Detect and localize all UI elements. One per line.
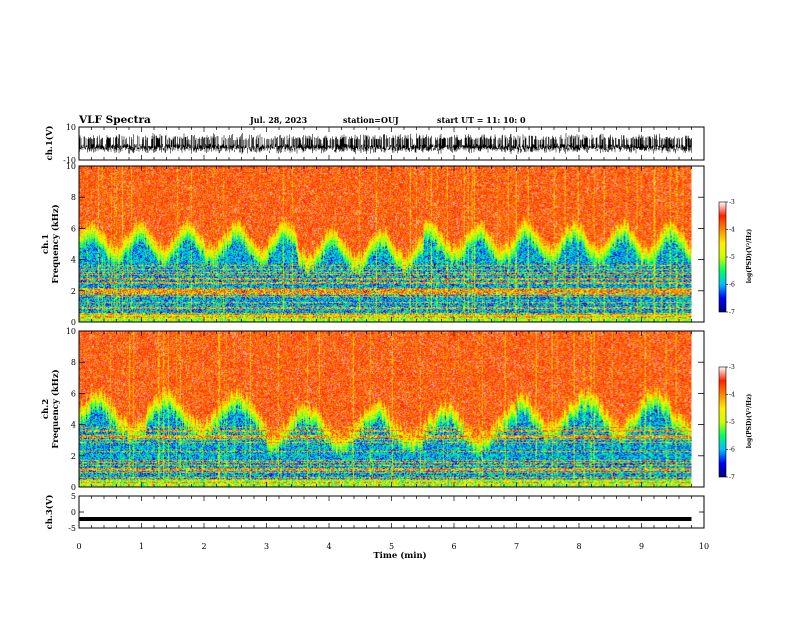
y-tick-label: 2 bbox=[71, 452, 76, 461]
y-tick-label: 0 bbox=[71, 318, 76, 327]
colorbar-tick-label: -3 bbox=[729, 364, 735, 371]
ch2-spec-ylabel-1: ch.2 bbox=[41, 399, 51, 419]
ch1-spec-ylabel-1: ch.1 bbox=[41, 234, 51, 254]
colorbar-tick-label: -4 bbox=[729, 392, 735, 399]
ch1-colorbar-title: log(PSD)(V²/Hz) bbox=[746, 229, 753, 284]
colorbar-scale bbox=[718, 201, 727, 313]
x-tick-label: 5 bbox=[389, 542, 394, 551]
ch1-waveform-panel: 10 -10 bbox=[63, 123, 705, 165]
ch1-spec-ylabel-2: Frequency (kHz) bbox=[50, 204, 61, 283]
y-tick-label: 10 bbox=[66, 327, 76, 336]
y-tick-label: 4 bbox=[71, 256, 76, 265]
colorbar-tick-label: -3 bbox=[729, 199, 735, 206]
ch3-waveform-panel: 5 0 -5 bbox=[68, 492, 705, 533]
y-tick-label: 8 bbox=[71, 193, 76, 202]
colorbar-tick-label: -5 bbox=[729, 254, 735, 261]
spectrogram-image bbox=[79, 331, 692, 487]
x-tick-label: 9 bbox=[639, 542, 644, 551]
colorbar-tick-label: -6 bbox=[729, 447, 735, 454]
ch2-spectrogram-panel: 0 2 4 6 8 10 bbox=[66, 327, 705, 492]
start-time-label: start UT = 11: 10: 0 bbox=[437, 115, 526, 125]
ch2-colorbar-title: log(PSD)(V²/Hz) bbox=[746, 394, 753, 449]
y-tick-label: 0 bbox=[71, 483, 76, 492]
station-label: station=OUJ bbox=[343, 115, 399, 125]
ch2-spec-ylabel-2: Frequency (kHz) bbox=[50, 369, 61, 448]
colorbar-scale bbox=[718, 366, 727, 478]
y-tick-label: 10 bbox=[66, 162, 76, 171]
y-tick-label: 10 bbox=[66, 123, 76, 132]
colorbar-tick-label: -6 bbox=[729, 282, 735, 289]
x-tick-label: 6 bbox=[451, 542, 456, 551]
ch1-ylabel: ch.1(V) bbox=[44, 126, 55, 161]
date-label: Jul. 28, 2023 bbox=[249, 115, 308, 125]
spectrogram-image bbox=[79, 166, 692, 322]
y-tick-label: 4 bbox=[71, 421, 76, 430]
colorbar-tick-label: -4 bbox=[729, 227, 735, 234]
y-tick-label: 0 bbox=[71, 508, 76, 517]
y-tick-label: 8 bbox=[71, 358, 76, 367]
y-tick-label: -5 bbox=[68, 524, 76, 533]
colorbar-tick-label: -5 bbox=[729, 419, 735, 426]
ch1-spectrogram-panel: 0 2 4 6 8 10 bbox=[66, 162, 705, 327]
x-tick-label: 7 bbox=[514, 542, 519, 551]
x-tick-label: 4 bbox=[326, 542, 331, 551]
colorbar-tick-label: -7 bbox=[729, 474, 735, 481]
x-tick-label: 10 bbox=[699, 542, 709, 551]
colorbar-tick-label: -7 bbox=[729, 309, 735, 316]
figure-title: VLF Spectra bbox=[78, 114, 151, 126]
x-tick-label: 1 bbox=[139, 542, 144, 551]
ch1-trace bbox=[78, 132, 692, 155]
y-tick-label: 6 bbox=[71, 389, 76, 398]
ch3-ylabel: ch.3(V) bbox=[44, 495, 55, 530]
x-tick-label: 8 bbox=[576, 542, 581, 551]
time-axis: 0 1 2 3 4 5 6 7 8 9 10 bbox=[76, 542, 709, 551]
x-tick-label: 0 bbox=[76, 542, 81, 551]
y-tick-label: -10 bbox=[63, 156, 76, 165]
ch2-colorbar: -3 -4 -5 -6 -7 bbox=[718, 364, 735, 481]
y-tick-label: 6 bbox=[71, 224, 76, 233]
ch1-colorbar: -3 -4 -5 -6 -7 bbox=[718, 199, 735, 316]
y-tick-label: 2 bbox=[71, 287, 76, 296]
y-tick-label: 5 bbox=[71, 492, 76, 501]
x-tick-label: 2 bbox=[201, 542, 206, 551]
xaxis-label: Time (min) bbox=[373, 550, 426, 561]
x-tick-label: 3 bbox=[264, 542, 269, 551]
